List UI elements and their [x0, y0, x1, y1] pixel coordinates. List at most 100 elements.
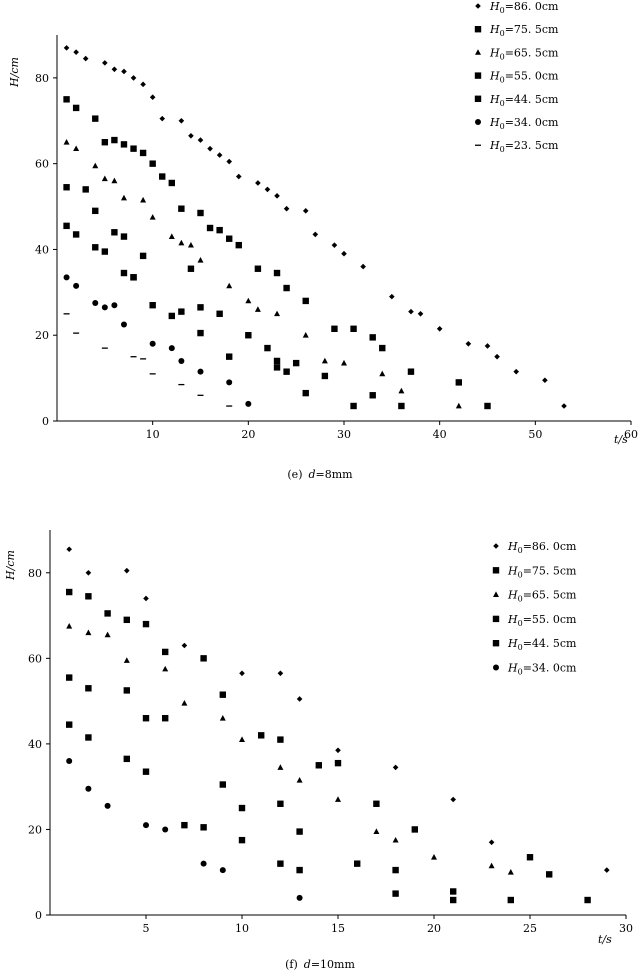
data-point	[124, 567, 130, 574]
data-point	[354, 860, 361, 867]
data-point	[584, 896, 591, 904]
data-point	[82, 186, 89, 193]
data-point	[465, 341, 472, 347]
data-point	[101, 139, 109, 146]
data-point	[398, 387, 405, 394]
legend-subscript: 0	[518, 643, 523, 652]
data-point	[239, 670, 245, 677]
data-point	[159, 115, 166, 122]
data-point	[312, 231, 319, 238]
data-point	[239, 736, 245, 743]
data-point	[181, 700, 188, 706]
legend-value: =44. 5cm	[523, 637, 577, 650]
data-point	[488, 862, 495, 869]
legend-subscript: 0	[518, 668, 523, 677]
data-point	[82, 55, 89, 62]
data-point	[302, 208, 309, 214]
data-point	[245, 400, 252, 407]
y-tick-label: 60	[35, 158, 49, 171]
data-point	[296, 828, 303, 835]
data-point	[73, 49, 79, 55]
data-point	[245, 332, 252, 339]
data-point	[507, 869, 514, 875]
legend-marker	[475, 3, 481, 9]
data-point	[66, 674, 73, 681]
data-point	[139, 149, 147, 157]
data-point	[102, 60, 108, 66]
data-point	[219, 715, 226, 721]
data-point	[321, 357, 328, 364]
data-point	[507, 896, 514, 904]
legend-subscript: 0	[500, 99, 505, 108]
data-point	[331, 325, 338, 332]
data-point	[111, 302, 118, 309]
data-point	[273, 269, 281, 277]
data-point	[373, 828, 380, 834]
data-point	[417, 310, 424, 317]
data-point	[130, 75, 137, 81]
x-tick-label: 10	[235, 922, 249, 935]
data-point	[296, 777, 303, 783]
data-point	[92, 300, 99, 307]
legend-entry: H0=55. 0cm	[507, 613, 577, 628]
data-point	[283, 205, 290, 212]
data-point	[101, 304, 108, 311]
data-point	[200, 824, 207, 831]
data-point	[162, 826, 169, 833]
legend-entry: H0=65. 5cm	[489, 46, 559, 61]
data-point	[526, 854, 534, 861]
legend-entry: H0=55. 0cm	[489, 70, 559, 85]
x-tick-label: 60	[624, 428, 638, 441]
legend-symbol: H	[507, 662, 518, 675]
legend-marker	[475, 119, 481, 125]
data-point	[197, 394, 204, 396]
data-point	[274, 193, 280, 199]
data-point	[292, 359, 300, 367]
legend-subscript: 0	[500, 29, 505, 38]
data-point	[197, 304, 204, 311]
data-point	[149, 340, 156, 347]
legend-value: =86. 0cm	[505, 0, 559, 13]
data-point	[392, 836, 399, 843]
legend-marker	[475, 49, 481, 55]
data-point	[392, 890, 399, 897]
legend-symbol: H	[507, 540, 518, 553]
legend-entry: H0=44. 5cm	[507, 637, 577, 652]
data-point	[197, 209, 204, 217]
data-point	[542, 377, 548, 384]
data-point	[111, 229, 118, 236]
data-point	[120, 321, 127, 328]
data-point	[168, 233, 175, 239]
data-point	[235, 241, 242, 249]
data-point	[296, 866, 303, 874]
data-point	[63, 313, 70, 315]
data-point	[66, 546, 72, 553]
data-point	[389, 293, 395, 300]
data-point	[104, 610, 111, 617]
x-tick-label: 30	[619, 922, 633, 935]
data-point	[63, 96, 70, 103]
data-point	[178, 383, 185, 386]
data-point	[187, 241, 194, 248]
data-point	[302, 332, 309, 338]
x-axis-label: t/s	[598, 933, 612, 946]
data-point	[181, 821, 188, 829]
data-point	[111, 177, 118, 184]
data-point	[219, 781, 226, 788]
data-point	[168, 345, 175, 352]
data-point	[216, 226, 223, 234]
data-point	[335, 796, 341, 802]
y-tick-label: 0	[42, 415, 49, 428]
data-point	[149, 160, 156, 167]
legend-marker	[474, 72, 482, 79]
legend-subscript: 0	[500, 122, 505, 131]
data-point	[63, 45, 70, 51]
data-point	[274, 310, 281, 317]
legend-subscript: 0	[518, 570, 523, 579]
data-point	[63, 139, 70, 145]
data-point	[63, 222, 70, 230]
data-point	[513, 368, 519, 375]
data-point	[142, 620, 150, 628]
legend-value: =55. 0cm	[523, 613, 577, 626]
